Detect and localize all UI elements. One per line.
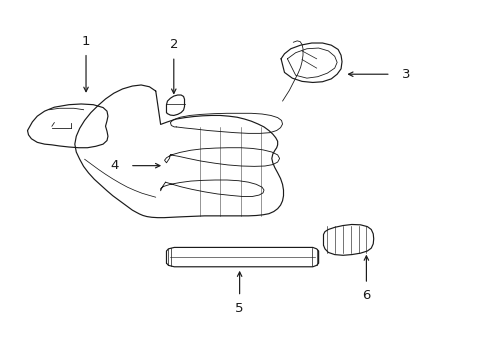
Text: 3: 3 <box>401 68 410 81</box>
Text: 2: 2 <box>169 38 178 51</box>
Text: 4: 4 <box>110 159 118 172</box>
Text: 1: 1 <box>81 35 90 48</box>
Text: 6: 6 <box>362 289 370 302</box>
Text: 5: 5 <box>235 302 244 315</box>
